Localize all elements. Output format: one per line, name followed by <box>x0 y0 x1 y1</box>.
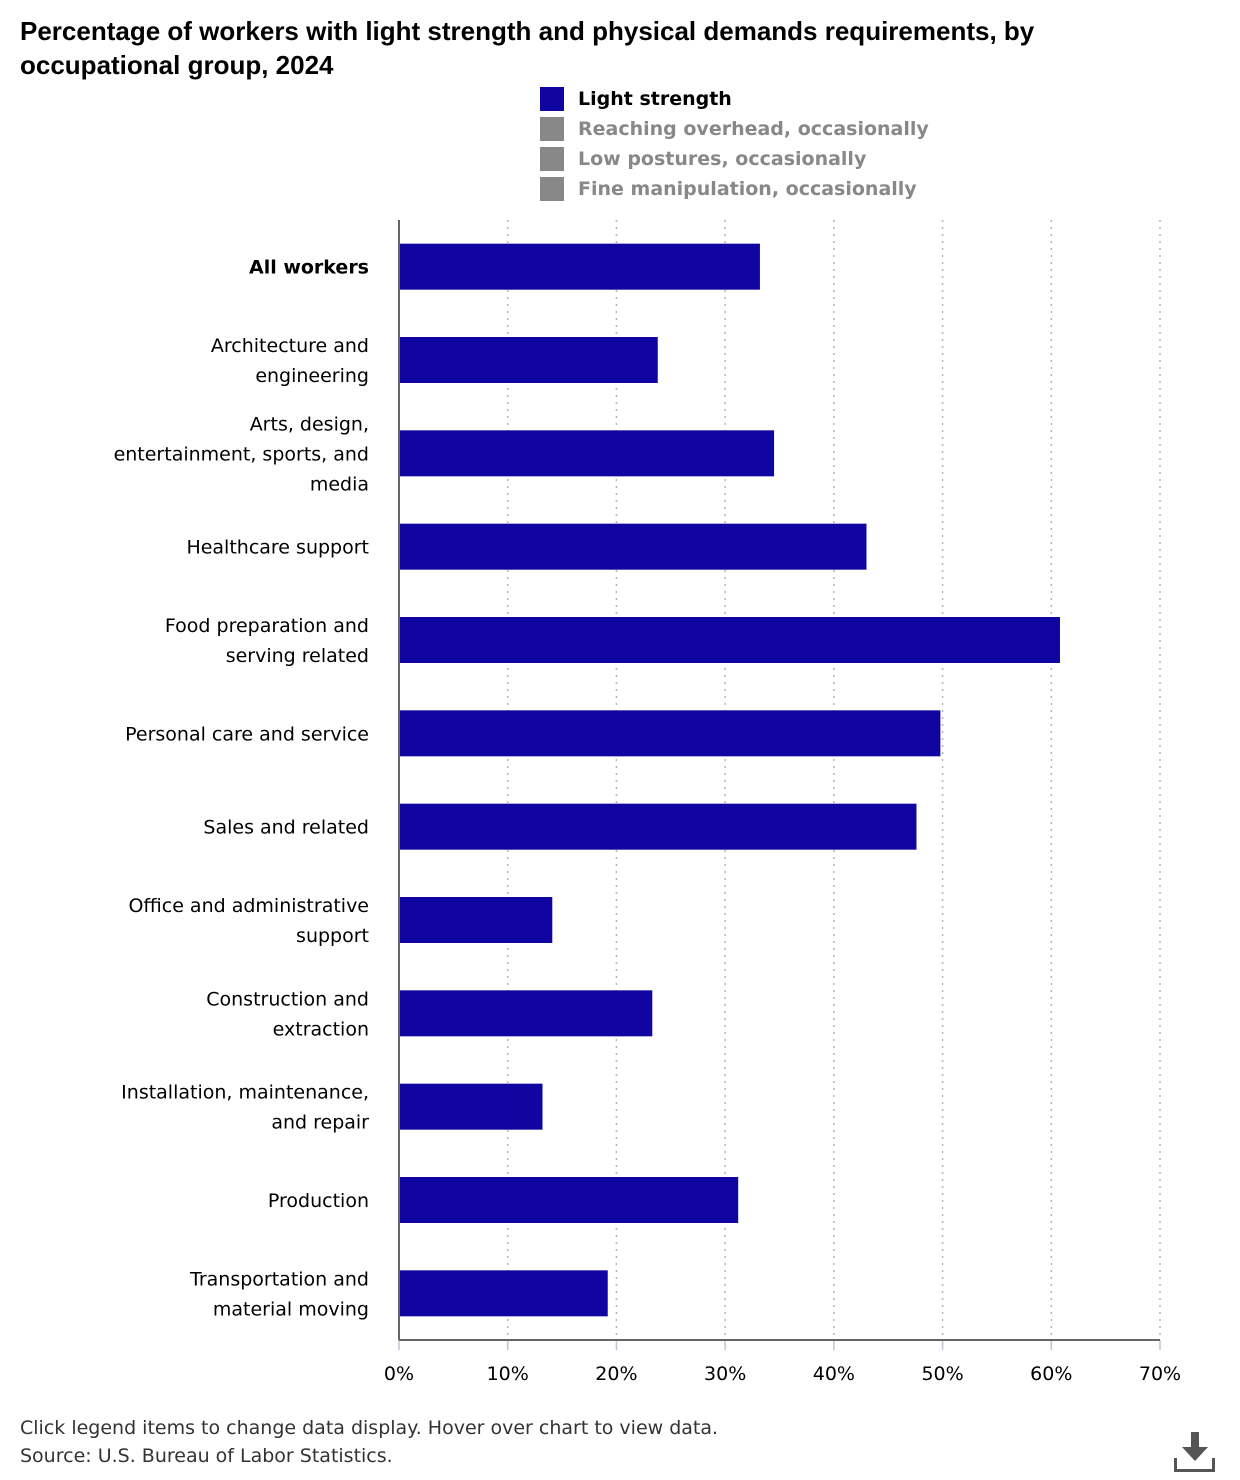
category-label: Installation, maintenance, and repair <box>121 1082 369 1134</box>
legend-label: Fine manipulation, occasionally <box>578 178 917 200</box>
bar[interactable]: Sales and related: 47.6% <box>399 803 917 850</box>
legend-swatch <box>540 147 564 171</box>
legend-swatch <box>540 87 564 111</box>
legend-item-reaching-overhead[interactable]: Reaching overhead, occasionally <box>540 114 929 144</box>
legend-item-low-postures[interactable]: Low postures, occasionally <box>540 144 929 174</box>
x-tick-label: 30% <box>704 1363 746 1385</box>
legend-item-light-strength[interactable]: Light strength <box>540 84 929 114</box>
download-icon[interactable] <box>1170 1430 1218 1476</box>
bar[interactable]: Arts, design, entertainment, sports, and… <box>399 430 775 477</box>
bar[interactable]: Production: 31.2% <box>399 1177 739 1223</box>
category-label: Office and administrative support <box>128 895 369 947</box>
footer: Click legend items to change data displa… <box>20 1414 718 1470</box>
category-label: Healthcare support <box>186 537 369 559</box>
category-label: Transportation and material moving <box>189 1268 369 1320</box>
category-label: Construction and extraction <box>206 988 369 1040</box>
legend: Light strength Reaching overhead, occasi… <box>540 84 929 204</box>
x-tick-label: 10% <box>487 1363 529 1385</box>
category-label: Food preparation and serving related <box>165 615 369 667</box>
bar[interactable]: Architecture and engineering: 23.8% <box>399 337 658 383</box>
bar[interactable]: Transportation and material moving: 19.2… <box>399 1270 608 1317</box>
footer-source: Source: U.S. Bureau of Labor Statistics. <box>20 1445 393 1467</box>
bar[interactable]: Food preparation and serving related: 60… <box>399 617 1060 663</box>
category-label: All workers <box>249 257 369 279</box>
bar[interactable]: All workers: 33.2% <box>399 243 760 290</box>
x-tick-label: 20% <box>595 1363 637 1385</box>
chart-title: Percentage of workers with light strengt… <box>20 16 1035 80</box>
legend-label: Reaching overhead, occasionally <box>578 118 929 140</box>
bar[interactable]: Personal care and service: 49.8% <box>399 710 941 757</box>
footer-instructions: Click legend items to change data displa… <box>20 1417 719 1439</box>
legend-label: Low postures, occasionally <box>578 148 867 170</box>
bar-chart[interactable]: 0% 10% 20% 30% 40% 50% 60% 70% All workers: 33.2… <box>0 200 1240 1400</box>
legend-item-fine-manipulation[interactable]: Fine manipulation, occasionally <box>540 174 929 204</box>
legend-label: Light strength <box>578 88 732 110</box>
x-tick-label: 60% <box>1030 1363 1072 1385</box>
bar[interactable]: Installation, maintenance, and repair: 1… <box>399 1083 543 1130</box>
legend-swatch <box>540 117 564 141</box>
bar[interactable]: Construction and extraction: 23.3% <box>399 990 653 1037</box>
legend-swatch <box>540 177 564 201</box>
x-tick-label: 70% <box>1139 1363 1181 1385</box>
x-tick-label: 0% <box>384 1363 414 1385</box>
category-label: Personal care and service <box>125 723 369 745</box>
category-label: Sales and related <box>203 817 369 839</box>
bar[interactable]: Healthcare support: 43% <box>399 523 867 570</box>
category-label: Production <box>268 1190 369 1212</box>
bar[interactable]: Office and administrative support: 14.1% <box>399 897 553 943</box>
x-tick-label: 50% <box>921 1363 963 1385</box>
category-label: Architecture and engineering <box>211 335 369 387</box>
x-tick-label: 40% <box>813 1363 855 1385</box>
category-label: Arts, design, entertainment, sports, and m… <box>114 413 369 495</box>
